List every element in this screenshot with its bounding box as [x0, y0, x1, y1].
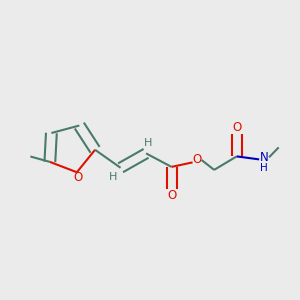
Text: N: N	[260, 151, 268, 164]
Text: O: O	[74, 171, 83, 184]
Text: O: O	[193, 154, 202, 166]
Text: O: O	[232, 121, 241, 134]
Text: O: O	[167, 190, 176, 202]
Text: H: H	[143, 139, 152, 148]
Text: H: H	[109, 172, 117, 182]
Text: H: H	[260, 163, 268, 173]
